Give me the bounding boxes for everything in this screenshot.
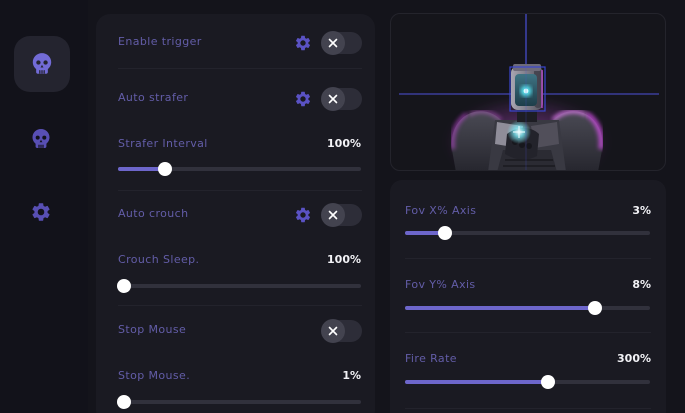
slider-label: Strafer Interval [118, 137, 208, 150]
slider-track[interactable] [116, 279, 361, 293]
slider-thumb[interactable] [116, 279, 131, 293]
divider [118, 68, 362, 69]
slider-fill [116, 279, 131, 293]
slider-fill [118, 162, 173, 176]
gear-icon [30, 201, 52, 223]
slider-value: 8% [632, 278, 651, 291]
skull-icon [29, 51, 55, 77]
toggle-label: Stop Mouse [118, 323, 187, 336]
sidebar-item-second[interactable] [29, 127, 53, 151]
skull-icon [29, 127, 53, 151]
slider-track[interactable] [405, 301, 650, 315]
toggle-label: Auto strafer [118, 91, 189, 104]
gear-icon[interactable] [294, 90, 312, 108]
slider-thumb[interactable] [158, 162, 173, 176]
aim-preview-viewport [390, 13, 666, 171]
slider-fill [116, 395, 131, 409]
sidebar-item-settings[interactable] [30, 201, 52, 223]
toggle-switch[interactable] [321, 87, 362, 111]
toggle-knob-off [321, 203, 345, 227]
slider-label: Fov X% Axis [405, 204, 477, 217]
toggle-knob-off [321, 87, 345, 111]
slider-value: 100% [327, 253, 361, 266]
trigger-settings-panel: Enable trigger Auto strafer Strafer Inte… [96, 14, 375, 413]
slider-thumb[interactable] [587, 301, 602, 315]
gear-icon[interactable] [294, 34, 312, 52]
robot-aim-preview [399, 14, 659, 170]
toggle-switch[interactable] [321, 319, 362, 343]
slider-label: Stop Mouse. [118, 369, 191, 382]
head-target-box [509, 66, 546, 112]
slider-value: 1% [342, 369, 361, 382]
slider-fill [405, 226, 453, 240]
toggle-switch[interactable] [321, 31, 362, 55]
sidebar-item-aim[interactable] [14, 36, 70, 92]
toggle-knob-off [321, 319, 345, 343]
gear-icon[interactable] [294, 206, 312, 224]
toggle-label: Auto crouch [118, 207, 189, 220]
toggle-row: Stop Mouse [96, 319, 375, 343]
slider-value: 100% [327, 137, 361, 150]
slider-value: 3% [632, 204, 651, 217]
toggle-row: Auto crouch [96, 203, 375, 227]
slider-track[interactable] [405, 226, 650, 240]
slider-track[interactable] [405, 375, 650, 389]
toggle-row: Enable trigger [96, 31, 375, 55]
divider [405, 258, 651, 259]
slider-fill [405, 301, 602, 315]
slider-label: Crouch Sleep. [118, 253, 200, 266]
slider-value: 300% [617, 352, 651, 365]
sidebar [0, 0, 88, 413]
slider-track[interactable] [118, 162, 361, 176]
toggle-row: Auto strafer [96, 87, 375, 111]
slider-label: Fov Y% Axis [405, 278, 476, 291]
toggle-switch[interactable] [321, 203, 362, 227]
slider-thumb[interactable] [541, 375, 556, 389]
divider [405, 332, 651, 333]
slider-track[interactable] [116, 395, 361, 409]
slider-label: Fire Rate [405, 352, 457, 365]
slider-thumb[interactable] [116, 395, 131, 409]
divider [405, 408, 651, 409]
divider [118, 305, 362, 306]
toggle-label: Enable trigger [118, 35, 202, 48]
toggle-knob-off [321, 31, 345, 55]
divider [118, 190, 362, 191]
slider-fill [405, 375, 556, 389]
aim-settings-panel: Fov X% Axis 3% Fov Y% Axis 8% Fire Rate … [390, 180, 666, 413]
slider-thumb[interactable] [438, 226, 453, 240]
